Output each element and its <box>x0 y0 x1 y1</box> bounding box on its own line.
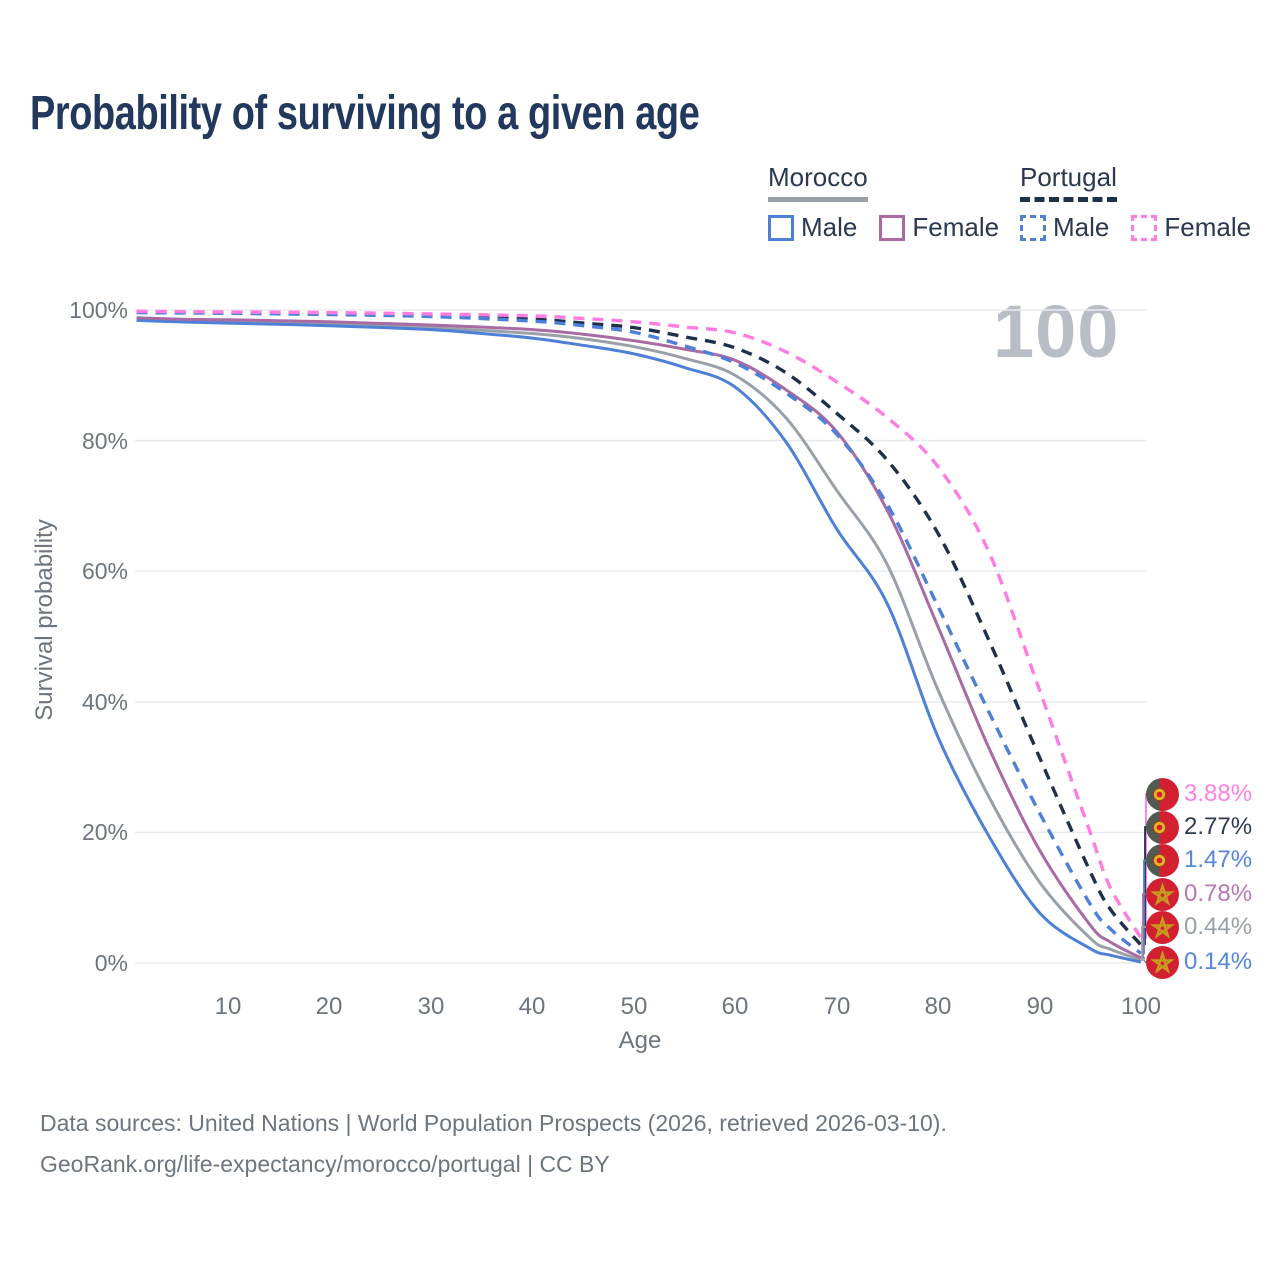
morocco-male-swatch <box>768 214 794 241</box>
value-text: 0.44% <box>1184 913 1253 940</box>
value-label-morocco-male: 0.14% <box>1146 945 1252 979</box>
x-tick-50: 50 <box>620 993 648 1020</box>
x-tick-30: 30 <box>417 993 445 1020</box>
legend-group-portugal: Portugal Male Female <box>1020 162 1251 243</box>
y-tick-60: 60% <box>81 558 128 584</box>
value-label-morocco-total: 0.44% <box>1146 910 1252 944</box>
value-text: 1.47% <box>1184 846 1253 873</box>
y-tick-40: 40% <box>81 689 128 715</box>
legend-item-morocco-female[interactable]: Female <box>879 212 999 243</box>
portugal-flag-icon <box>1146 810 1179 844</box>
legend-item-portugal-female[interactable]: Female <box>1131 212 1251 243</box>
series-line-pt_female[interactable] <box>136 309 1143 939</box>
value-text: 2.77% <box>1184 813 1253 840</box>
legend-label-morocco-male: Male <box>801 212 858 242</box>
morocco-flag-icon <box>1146 945 1179 979</box>
portugal-flag-icon <box>1146 843 1179 877</box>
y-tick-80: 80% <box>81 428 128 454</box>
series-line-pt_male[interactable] <box>136 310 1142 955</box>
footer-line-2: GeoRank.org/life-expectancy/morocco/port… <box>40 1151 610 1177</box>
gridlines <box>135 309 1146 964</box>
y-tick-0: 0% <box>94 950 128 976</box>
x-tick-100: 100 <box>1120 993 1162 1020</box>
legend-country-portugal: Portugal <box>1020 162 1117 202</box>
y-tick-100: 100% <box>69 297 128 323</box>
value-text: 3.88% <box>1184 780 1253 807</box>
morocco-flag-icon <box>1146 910 1179 944</box>
legend-item-morocco-male[interactable]: Male <box>768 212 857 243</box>
portugal-female-swatch <box>1131 214 1158 241</box>
legend-item-portugal-male[interactable]: Male <box>1020 212 1109 243</box>
value-text: 0.78% <box>1184 880 1253 907</box>
age-watermark: 100 <box>993 290 1120 373</box>
x-tick-80: 80 <box>924 993 952 1020</box>
x-tick-40: 40 <box>518 993 546 1020</box>
legend-group-morocco: Morocco Male Female <box>768 162 999 243</box>
legend-country-morocco: Morocco <box>768 162 868 202</box>
portugal-male-swatch <box>1020 214 1046 241</box>
legend-label-portugal-male: Male <box>1053 212 1110 242</box>
x-tick-70: 70 <box>823 993 851 1020</box>
morocco-female-swatch <box>879 214 906 241</box>
y-tick-20: 20% <box>81 819 128 845</box>
value-label-portugal-total: 2.77% <box>1146 810 1252 844</box>
series-line-ma_total[interactable] <box>136 317 1142 962</box>
data-sources-footer: Data sources: United Nations | World Pop… <box>40 1103 947 1185</box>
portugal-flag-icon <box>1146 777 1179 811</box>
legend-label-portugal-female: Female <box>1164 212 1252 242</box>
value-label-portugal-female: 3.88% <box>1146 777 1252 811</box>
morocco-flag-icon <box>1146 877 1179 911</box>
series-line-pt_total[interactable] <box>136 310 1143 947</box>
leader-line-ma_total <box>1141 926 1149 961</box>
x-tick-60: 60 <box>721 993 749 1020</box>
value-label-portugal-male: 1.47% <box>1146 843 1252 877</box>
series-line-ma_male[interactable] <box>136 318 1142 964</box>
x-axis-title: Age <box>618 1027 662 1054</box>
value-label-morocco-female: 0.78% <box>1146 877 1252 911</box>
series-line-ma_female[interactable] <box>136 316 1142 960</box>
value-text: 0.14% <box>1184 948 1253 975</box>
x-tick-10: 10 <box>214 993 242 1020</box>
legend-label-morocco-female: Female <box>912 212 1000 242</box>
x-tick-20: 20 <box>315 993 343 1020</box>
page-title: Probability of surviving to a given age <box>30 87 700 140</box>
footer-line-1: Data sources: United Nations | World Pop… <box>40 1110 947 1136</box>
x-tick-90: 90 <box>1026 993 1054 1020</box>
